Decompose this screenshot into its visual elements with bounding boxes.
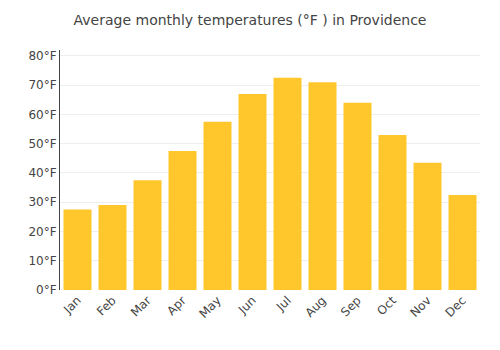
svg-text:Nov: Nov <box>407 293 433 319</box>
svg-text:0°F: 0°F <box>36 283 57 297</box>
svg-text:30°F: 30°F <box>28 195 56 209</box>
svg-text:Jan: Jan <box>60 293 84 317</box>
svg-text:Mar: Mar <box>128 293 154 319</box>
svg-text:10°F: 10°F <box>28 254 56 268</box>
svg-text:Oct: Oct <box>374 293 399 318</box>
svg-text:Apr: Apr <box>164 293 189 318</box>
svg-text:Sep: Sep <box>338 293 364 319</box>
svg-text:50°F: 50°F <box>28 137 56 151</box>
svg-text:Aug: Aug <box>302 293 328 319</box>
svg-text:Jun: Jun <box>235 293 259 317</box>
svg-text:Average monthly temperatures (: Average monthly temperatures (°F ) in Pr… <box>74 12 427 28</box>
svg-text:Feb: Feb <box>94 293 119 318</box>
svg-text:80°F: 80°F <box>28 49 56 63</box>
svg-text:20°F: 20°F <box>28 225 56 239</box>
svg-text:Dec: Dec <box>443 293 469 319</box>
svg-text:May: May <box>196 293 223 320</box>
svg-text:60°F: 60°F <box>28 108 56 122</box>
svg-text:Jul: Jul <box>273 293 294 314</box>
svg-text:40°F: 40°F <box>28 166 56 180</box>
svg-text:70°F: 70°F <box>28 78 56 92</box>
